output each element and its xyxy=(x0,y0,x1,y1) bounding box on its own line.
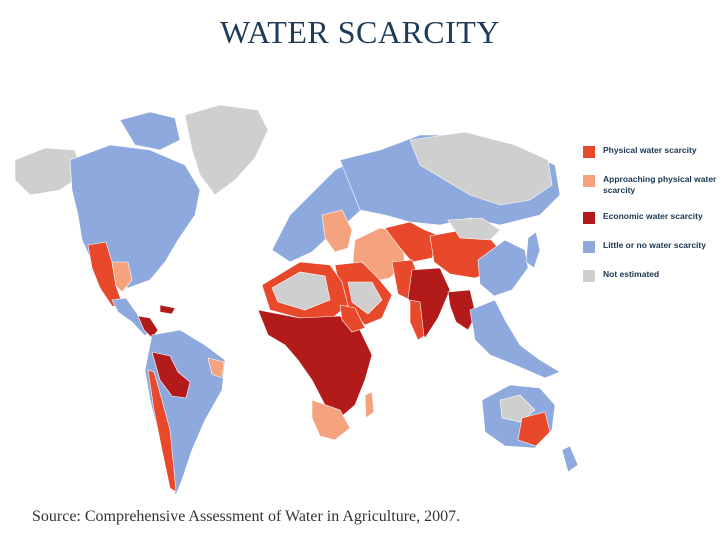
legend-label: Little or no water scarcity xyxy=(603,240,706,250)
legend-swatch-not-estimated xyxy=(583,270,595,282)
region-australia-not-estimated xyxy=(499,394,536,423)
region-greenland xyxy=(184,104,269,196)
region-east-africa-physical xyxy=(339,304,366,333)
region-madagascar xyxy=(364,391,375,419)
legend-label: Approaching physical water scarcity xyxy=(603,174,717,195)
region-japan xyxy=(525,231,541,269)
region-mongolia xyxy=(447,217,501,241)
region-southeast-asia xyxy=(469,299,561,379)
region-peru-bolivia-economic xyxy=(151,351,191,399)
legend-item-economic: Economic water scarcity xyxy=(583,211,718,225)
region-north-america xyxy=(69,144,201,289)
region-arabia-not-estimated xyxy=(347,281,383,315)
region-north-asia-not-estimated xyxy=(409,131,553,206)
region-caribbean xyxy=(159,304,176,315)
region-australia-physical xyxy=(517,411,551,447)
region-andes-physical xyxy=(147,369,177,493)
source-caption: Source: Comprehensive Assessment of Wate… xyxy=(32,508,461,525)
legend-swatch-physical xyxy=(583,146,595,158)
legend-label: Not estimated xyxy=(603,269,660,279)
legend-swatch-little xyxy=(583,241,595,253)
legend-swatch-economic xyxy=(583,212,595,224)
region-europe-approaching xyxy=(321,209,353,253)
slide-title: WATER SCARCITY xyxy=(220,14,500,50)
region-south-india-physical xyxy=(409,299,425,341)
legend: Physical water scarcity Approaching phys… xyxy=(583,145,718,298)
legend-item-physical: Physical water scarcity xyxy=(583,145,718,159)
region-us-approaching xyxy=(111,261,133,293)
legend-swatch-approaching xyxy=(583,175,595,187)
legend-item-approaching: Approaching physical water scarcity xyxy=(583,174,718,196)
region-canada-arctic xyxy=(119,111,181,151)
region-brazil-northeast xyxy=(207,357,225,379)
region-china-east xyxy=(477,239,529,297)
world-map xyxy=(14,104,579,496)
legend-item-little: Little or no water scarcity xyxy=(583,240,718,254)
legend-item-not-estimated: Not estimated xyxy=(583,269,718,283)
region-sahara-not-estimated xyxy=(271,271,331,311)
region-alaska xyxy=(14,147,83,196)
region-central-america-economic xyxy=(137,315,159,339)
region-new-zealand xyxy=(561,445,579,473)
legend-label: Economic water scarcity xyxy=(603,211,703,221)
region-southeast-asia-economic xyxy=(447,289,477,331)
legend-label: Physical water scarcity xyxy=(603,145,697,155)
region-southern-africa xyxy=(311,399,351,441)
